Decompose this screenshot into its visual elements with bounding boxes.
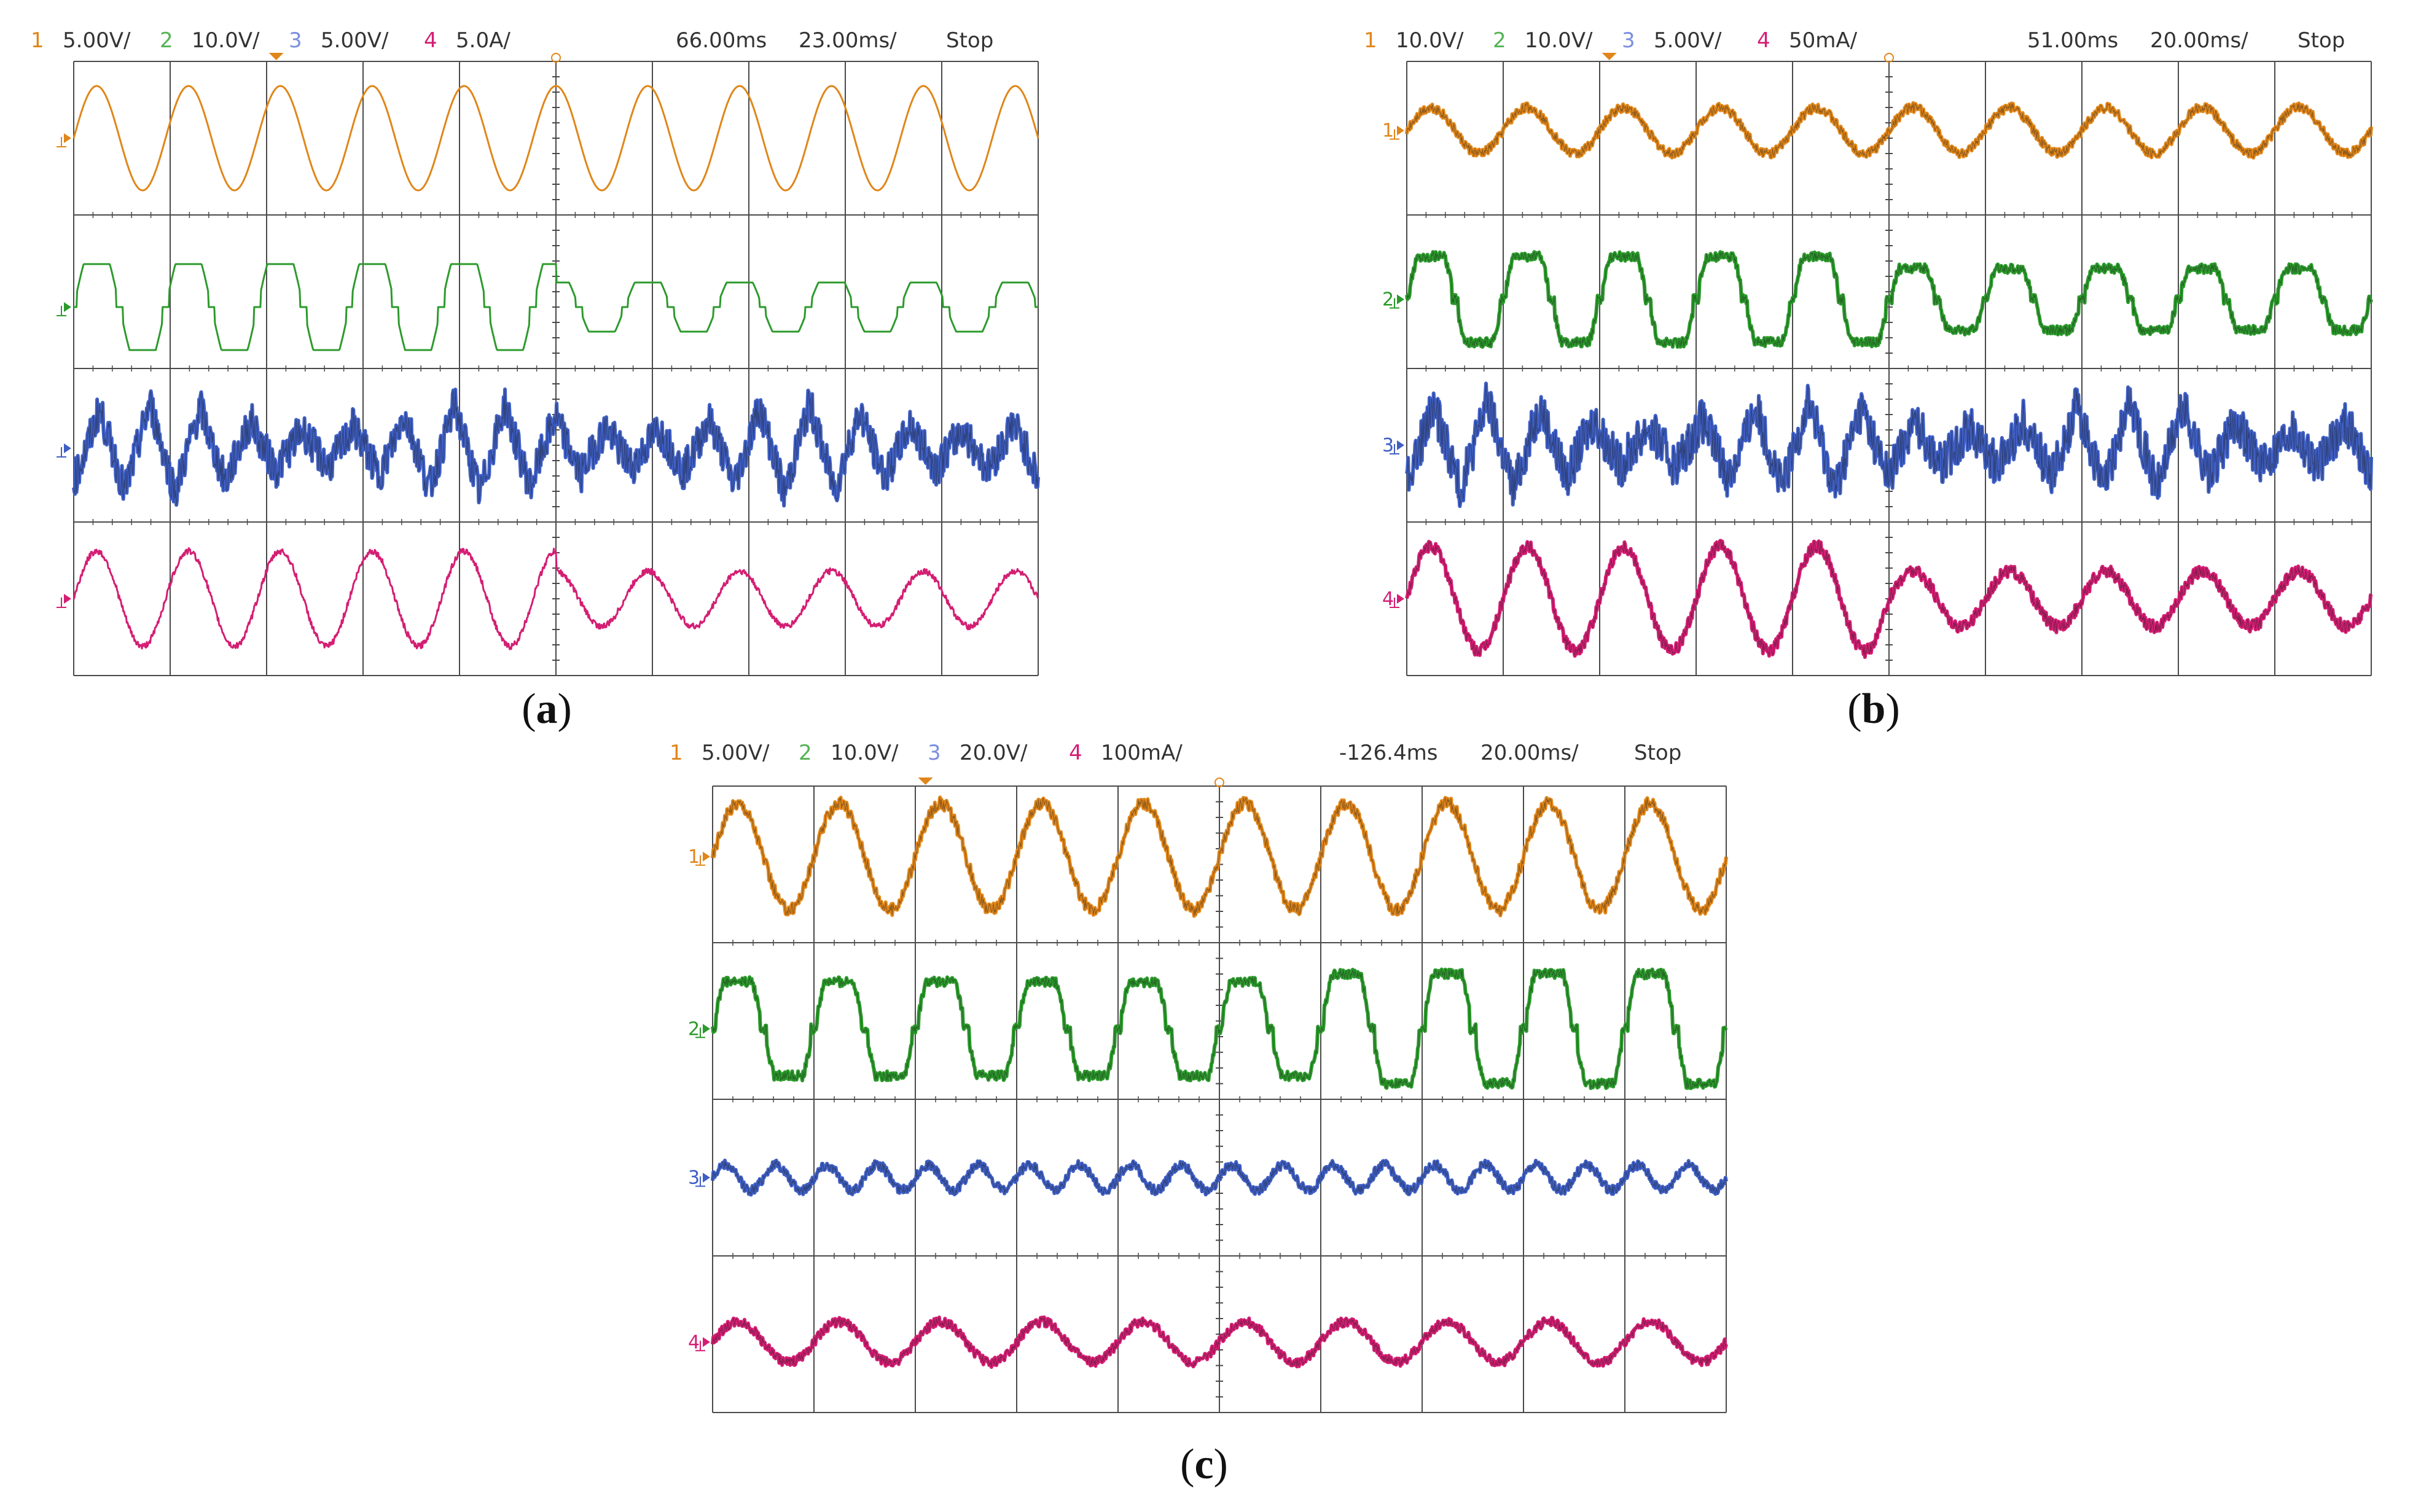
ch2-ground-marker: [695, 1024, 710, 1039]
ch1-waveform: [711, 795, 1728, 918]
ch3-waveform-edge: [712, 1159, 1727, 1196]
ch3-waveform: [711, 1158, 1728, 1197]
ch4-marker-label: 4: [1382, 588, 1394, 610]
ch1-ground-marker: [1390, 125, 1404, 140]
scope-panel-c: 1 5.00V/ 2 10.0V/ 3 20.0V/ 4 100mA/ -126…: [663, 737, 1745, 1443]
ch1-waveform-edge: [712, 797, 1727, 916]
ch3-number: 3: [928, 741, 941, 765]
ch4-ground-marker: [57, 594, 71, 608]
ch3-number: 3: [289, 28, 302, 53]
ch4-ground-marker: [695, 1337, 710, 1352]
caption-c: (c): [1180, 1441, 1228, 1488]
ch2-number: 2: [799, 741, 812, 765]
ch3-ground-marker: [57, 443, 71, 458]
ch4-scale: 50mA/: [1789, 28, 1858, 53]
ch2-number: 2: [160, 28, 173, 53]
ch4-waveform-edge: [712, 1316, 1727, 1368]
ch1-marker-label: 1: [688, 846, 700, 868]
ch4-number: 4: [1757, 28, 1770, 53]
time-reference-marker: [1214, 777, 1224, 787]
ch4-ground-marker: [1390, 594, 1404, 608]
ch2-ground-marker: [57, 302, 71, 316]
ch1-scale: 5.00V/: [702, 741, 770, 765]
ch4-scale: 5.0A/: [456, 28, 510, 53]
ch2-scale: 10.0V/: [192, 28, 260, 53]
scope-panel-a: 1 5.00V/ 2 10.0V/ 3 5.00V/ 4 5.0A/ 66.00…: [25, 25, 1057, 719]
ch1-number: 1: [31, 28, 44, 53]
scope-screen-c: 1 2 3 4: [688, 777, 1728, 1413]
ch2-scale: 10.0V/: [831, 741, 899, 765]
timebase: 20.00ms/: [2150, 28, 2248, 53]
ch2-number: 2: [1493, 28, 1506, 53]
ch2-marker-label: 2: [688, 1018, 700, 1040]
ch1-ground-marker: [57, 133, 71, 147]
ch1-scale: 10.0V/: [1396, 28, 1464, 53]
trigger-position-marker: [268, 53, 284, 60]
ch1-ground-marker: [695, 851, 710, 866]
scope-panel-b: 1 10.0V/ 2 10.0V/ 3 5.00V/ 4 50mA/ 51.00…: [1358, 25, 2402, 719]
ch3-scale: 20.0V/: [960, 741, 1028, 765]
ch4-number: 4: [1069, 741, 1082, 765]
ch4-waveform-edge: [1406, 540, 2372, 658]
ch4-waveform: [72, 547, 1039, 650]
trigger-time: -126.4ms: [1339, 741, 1438, 765]
run-status: Stop: [1634, 741, 1682, 765]
ch4-marker-label: 4: [688, 1331, 700, 1353]
ch1-scale: 5.00V/: [63, 28, 131, 53]
ch4-number: 4: [424, 28, 437, 53]
caption-b: (b): [1847, 685, 1900, 733]
timebase: 23.00ms/: [799, 28, 897, 53]
ch3-marker-label: 3: [688, 1167, 700, 1189]
grid: [73, 61, 1039, 676]
caption-a: (a): [522, 685, 572, 733]
trigger-position-marker: [918, 777, 933, 785]
ch1-marker-label: 1: [1382, 120, 1394, 142]
scope-header-c: 1 5.00V/ 2 10.0V/ 3 20.0V/ 4 100mA/ -126…: [663, 737, 1745, 774]
grid: [1406, 61, 2372, 676]
ch1-waveform-edge: [1406, 103, 2372, 159]
timebase: 20.00ms/: [1480, 741, 1579, 765]
ch3-waveform-edge: [1406, 383, 2372, 507]
ch3-waveform: [1405, 381, 2373, 509]
ch2-scale: 10.0V/: [1525, 28, 1593, 53]
scope-header-b: 1 10.0V/ 2 10.0V/ 3 5.00V/ 4 50mA/ 51.00…: [1358, 25, 2402, 61]
scope-screen-a: [57, 53, 1040, 676]
ch3-scale: 5.00V/: [321, 28, 389, 53]
ch2-waveform-edge: [712, 968, 1727, 1089]
trigger-position-marker: [1602, 53, 1617, 60]
ch2-marker-label: 2: [1382, 289, 1394, 311]
ch1-waveform: [1405, 101, 2373, 160]
ch3-waveform: [72, 387, 1040, 508]
trigger-time: 51.00ms: [2027, 28, 2119, 53]
ch2-waveform: [711, 967, 1728, 1091]
ch1-number: 1: [670, 741, 683, 765]
ch4-scale: 100mA/: [1101, 741, 1183, 765]
ch4-waveform: [1405, 539, 2373, 659]
ch4-waveform: [711, 1315, 1728, 1369]
ch3-ground-marker: [1390, 440, 1404, 454]
scope-screen-b: 1 2 3 4: [1382, 53, 2373, 676]
ch3-number: 3: [1622, 28, 1635, 53]
run-status: Stop: [2298, 28, 2345, 53]
time-reference-marker: [1884, 53, 1894, 63]
ch2-waveform: [73, 263, 1039, 351]
ch3-scale: 5.00V/: [1654, 28, 1722, 53]
ch2-ground-marker: [1390, 294, 1404, 309]
ch3-marker-label: 3: [1382, 435, 1394, 456]
run-status: Stop: [946, 28, 994, 53]
ch2-waveform: [1405, 250, 2373, 349]
ch3-waveform-edge: [73, 389, 1039, 506]
ch3-ground-marker: [695, 1172, 710, 1187]
time-reference-marker: [551, 53, 561, 63]
ch2-waveform-edge: [1406, 251, 2372, 348]
grid: [712, 785, 1727, 1413]
ch1-number: 1: [1364, 28, 1377, 53]
trigger-time: 66.00ms: [676, 28, 767, 53]
ch1-waveform: [72, 85, 1039, 192]
scope-header-a: 1 5.00V/ 2 10.0V/ 3 5.00V/ 4 5.0A/ 66.00…: [25, 25, 1057, 61]
